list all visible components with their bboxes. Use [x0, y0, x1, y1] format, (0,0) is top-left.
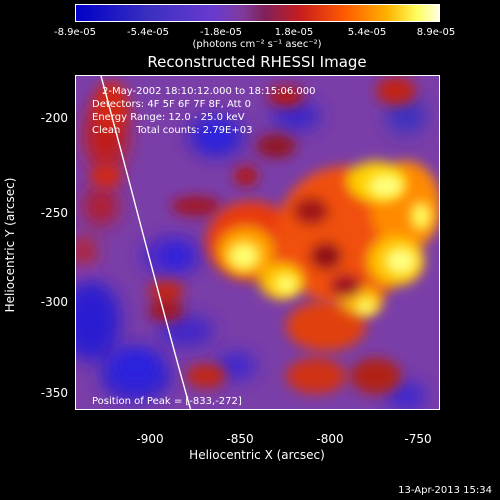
y-axis-label: Heliocentric Y (arcsec)	[3, 177, 17, 313]
info-time-range: 2-May-2002 18:10:12.000 to 18:15:06.000	[102, 86, 316, 97]
info-energy-range: Energy Range: 12.0 - 25.0 keV	[92, 112, 245, 123]
colorbar-tick: -1.8e-05	[200, 27, 242, 38]
y-tick-label: -350	[40, 386, 68, 400]
y-tick-label: -300	[40, 295, 68, 309]
y-tick-label: -250	[40, 206, 68, 220]
x-tick-label: -750	[404, 432, 432, 446]
info-detectors: Detectors: 4F 5F 6F 7F 8F, Att 0	[92, 99, 252, 110]
y-tick-label: -200	[40, 111, 68, 125]
colorbar-tick: -5.4e-05	[127, 27, 169, 38]
image-plot	[75, 75, 440, 410]
colorbar-tick: 1.8e-05	[274, 27, 314, 38]
heatmap-image	[76, 76, 439, 409]
peak-position: Position of Peak = [-833,-272]	[92, 396, 242, 407]
colorbar-tick: 5.4e-05	[347, 27, 387, 38]
timestamp: 13-Apr-2013 15:34	[398, 485, 492, 496]
x-tick-label: -900	[136, 432, 164, 446]
x-tick-label: -800	[316, 432, 344, 446]
colorbar-tick: -8.9e-05	[54, 27, 96, 38]
colorbar-tick: 8.9e-05	[416, 27, 456, 38]
info-clean-counts: Clean Total counts: 2.79E+03	[92, 125, 253, 136]
x-tick-label: -850	[226, 432, 254, 446]
colorbar-units: (photons cm⁻² s⁻¹ asec⁻²)	[192, 39, 322, 50]
colorbar	[75, 4, 440, 22]
plot-title: Reconstructed RHESSI Image	[147, 53, 367, 71]
x-axis-label: Heliocentric X (arcsec)	[189, 448, 325, 462]
